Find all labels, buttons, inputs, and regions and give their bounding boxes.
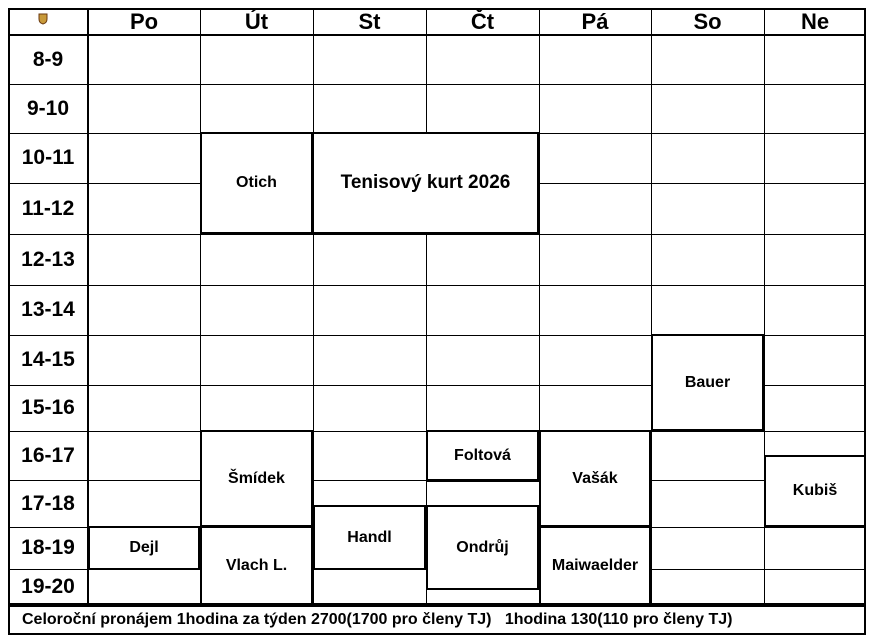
- grid-line: [8, 84, 866, 85]
- booking: Bauer: [651, 334, 764, 431]
- grid-line: [200, 8, 201, 605]
- day-header: Pá: [581, 8, 609, 34]
- table-frame: [8, 8, 866, 605]
- grid-line: [8, 285, 866, 286]
- grid-line: [426, 480, 539, 482]
- booking: Handl: [313, 505, 426, 570]
- time-label: 19-20: [21, 575, 75, 598]
- booking: Ondrůj: [426, 505, 539, 590]
- booking: Vlach L.: [200, 526, 313, 605]
- day-header: Út: [244, 8, 269, 34]
- day-header: So: [693, 8, 722, 34]
- grid-line: [313, 8, 314, 605]
- booking: Otich: [200, 132, 313, 234]
- booking: Vašák: [539, 430, 651, 527]
- time-label: 12-13: [21, 247, 75, 271]
- day-header: Čt: [470, 8, 495, 34]
- grid-line: [651, 8, 652, 605]
- day-header: Ne: [800, 8, 830, 34]
- time-label: 16-17: [21, 443, 75, 467]
- grid-line: [8, 335, 866, 336]
- grid-line: [8, 34, 866, 36]
- time-label: 8-9: [32, 47, 64, 71]
- grid-line: [764, 8, 765, 605]
- booking: Maiwaelder: [539, 526, 651, 605]
- grid-line: [426, 8, 427, 605]
- time-label: 10-11: [21, 146, 75, 169]
- day-header: Po: [129, 8, 159, 34]
- time-label: 14-15: [21, 348, 75, 371]
- time-label: 13-14: [21, 298, 75, 321]
- booking: Šmídek: [200, 430, 313, 527]
- booking: Dejl: [88, 526, 200, 570]
- time-label: 18-19: [21, 536, 75, 559]
- footer-note: Celoroční pronájem 1hodina za týden 2700…: [8, 605, 866, 635]
- time-label: 17-18: [21, 491, 75, 515]
- time-label: 9-10: [26, 96, 70, 120]
- time-label: 15-16: [21, 396, 75, 419]
- booking: Tenisový kurt 2026: [312, 132, 539, 234]
- booking: Kubiš: [764, 455, 866, 527]
- logo-icon: [38, 13, 48, 25]
- grid-line: [8, 234, 866, 235]
- grid-line: [87, 8, 89, 605]
- grid-line: [8, 385, 866, 386]
- grid-line: [539, 8, 540, 605]
- day-header: St: [358, 8, 381, 34]
- time-label: 11-12: [21, 196, 75, 220]
- booking: Foltová: [426, 430, 539, 481]
